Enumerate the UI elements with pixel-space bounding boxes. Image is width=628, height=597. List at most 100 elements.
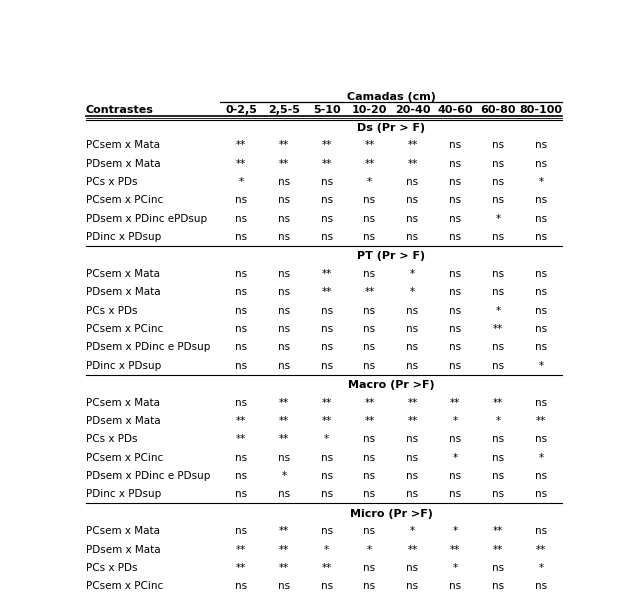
Text: *: * <box>410 269 415 279</box>
Text: ns: ns <box>321 361 333 371</box>
Text: PCsem x PCinc: PCsem x PCinc <box>86 453 163 463</box>
Text: ns: ns <box>492 343 504 352</box>
Text: ns: ns <box>535 306 547 316</box>
Text: PCsem x PCinc: PCsem x PCinc <box>86 195 163 205</box>
Text: ns: ns <box>364 490 376 500</box>
Text: ns: ns <box>321 453 333 463</box>
Text: ns: ns <box>449 269 462 279</box>
Text: *: * <box>495 306 501 316</box>
Text: **: ** <box>279 544 289 555</box>
Text: 40-60: 40-60 <box>437 104 473 115</box>
Text: *: * <box>367 544 372 555</box>
Text: ns: ns <box>364 306 376 316</box>
Text: *: * <box>453 416 458 426</box>
Text: ns: ns <box>278 214 290 224</box>
Text: **: ** <box>450 544 460 555</box>
Text: PCs x PDs: PCs x PDs <box>86 177 138 187</box>
Text: PCsem x Mata: PCsem x Mata <box>86 398 160 408</box>
Text: ns: ns <box>449 306 462 316</box>
Text: Camadas (cm): Camadas (cm) <box>347 93 435 102</box>
Text: 60-80: 60-80 <box>480 104 516 115</box>
Text: ns: ns <box>364 453 376 463</box>
Text: **: ** <box>536 544 546 555</box>
Text: ns: ns <box>235 471 247 481</box>
Text: ns: ns <box>364 563 376 573</box>
Text: **: ** <box>407 398 418 408</box>
Text: **: ** <box>236 140 246 150</box>
Text: **: ** <box>236 544 246 555</box>
Text: ns: ns <box>364 435 376 444</box>
Text: ns: ns <box>364 324 376 334</box>
Text: **: ** <box>407 416 418 426</box>
Text: ns: ns <box>406 177 418 187</box>
Text: ns: ns <box>364 214 376 224</box>
Text: *: * <box>495 214 501 224</box>
Text: ns: ns <box>321 527 333 536</box>
Text: **: ** <box>322 287 332 297</box>
Text: PCs x PDs: PCs x PDs <box>86 435 138 444</box>
Text: ns: ns <box>535 471 547 481</box>
Text: **: ** <box>407 140 418 150</box>
Text: ns: ns <box>535 269 547 279</box>
Text: ns: ns <box>364 343 376 352</box>
Text: ns: ns <box>235 581 247 592</box>
Text: ns: ns <box>278 269 290 279</box>
Text: ns: ns <box>492 195 504 205</box>
Text: *: * <box>538 453 543 463</box>
Text: 2,5-5: 2,5-5 <box>268 104 300 115</box>
Text: ns: ns <box>321 195 333 205</box>
Text: ns: ns <box>406 435 418 444</box>
Text: *: * <box>538 177 543 187</box>
Text: **: ** <box>322 416 332 426</box>
Text: *: * <box>367 177 372 187</box>
Text: PT (Pr > F): PT (Pr > F) <box>357 251 425 261</box>
Text: ns: ns <box>235 306 247 316</box>
Text: ns: ns <box>535 324 547 334</box>
Text: ns: ns <box>535 398 547 408</box>
Text: ns: ns <box>535 140 547 150</box>
Text: PDsem x PDinc e PDsup: PDsem x PDinc e PDsup <box>86 343 210 352</box>
Text: ns: ns <box>406 214 418 224</box>
Text: PDsem x PDinc ePDsup: PDsem x PDinc ePDsup <box>86 214 207 224</box>
Text: ns: ns <box>492 435 504 444</box>
Text: Contrastes: Contrastes <box>86 104 154 115</box>
Text: **: ** <box>279 140 289 150</box>
Text: PCsem x PCinc: PCsem x PCinc <box>86 581 163 592</box>
Text: ns: ns <box>406 490 418 500</box>
Text: **: ** <box>364 140 375 150</box>
Text: **: ** <box>322 140 332 150</box>
Text: ns: ns <box>235 490 247 500</box>
Text: *: * <box>239 177 244 187</box>
Text: ns: ns <box>406 563 418 573</box>
Text: *: * <box>453 527 458 536</box>
Text: Macro (Pr >F): Macro (Pr >F) <box>348 380 435 390</box>
Text: PCsem x Mata: PCsem x Mata <box>86 140 160 150</box>
Text: **: ** <box>279 416 289 426</box>
Text: ns: ns <box>406 195 418 205</box>
Text: ns: ns <box>235 527 247 536</box>
Text: *: * <box>495 416 501 426</box>
Text: ns: ns <box>449 140 462 150</box>
Text: ns: ns <box>449 471 462 481</box>
Text: **: ** <box>364 398 375 408</box>
Text: ns: ns <box>535 435 547 444</box>
Text: PDsem x Mata: PDsem x Mata <box>86 287 160 297</box>
Text: *: * <box>538 361 543 371</box>
Text: ns: ns <box>278 177 290 187</box>
Text: PDinc x PDsup: PDinc x PDsup <box>86 361 161 371</box>
Text: ns: ns <box>535 232 547 242</box>
Text: **: ** <box>279 527 289 536</box>
Text: ns: ns <box>449 581 462 592</box>
Text: ns: ns <box>449 343 462 352</box>
Text: ns: ns <box>278 581 290 592</box>
Text: **: ** <box>493 527 503 536</box>
Text: ns: ns <box>492 177 504 187</box>
Text: ns: ns <box>321 177 333 187</box>
Text: **: ** <box>279 159 289 168</box>
Text: ns: ns <box>492 159 504 168</box>
Text: ns: ns <box>406 324 418 334</box>
Text: ns: ns <box>492 140 504 150</box>
Text: ns: ns <box>406 306 418 316</box>
Text: PCsem x Mata: PCsem x Mata <box>86 269 160 279</box>
Text: ns: ns <box>449 195 462 205</box>
